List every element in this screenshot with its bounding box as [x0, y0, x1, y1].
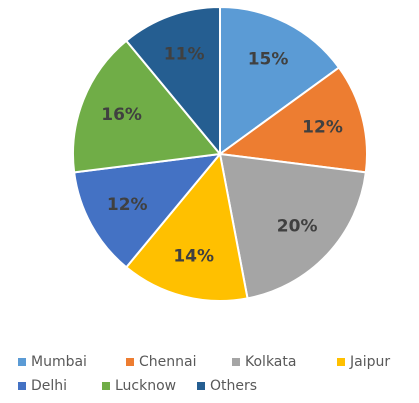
legend-swatch [232, 358, 240, 366]
pie-slice [217, 66, 368, 174]
legend-swatch [337, 358, 345, 366]
legend-swatch [126, 358, 134, 366]
legend-swatch [197, 382, 205, 390]
legend-label: Lucknow [115, 378, 176, 394]
legend-label: Mumbai [31, 354, 87, 370]
pie-slice [219, 5, 341, 156]
legend-swatch [102, 382, 110, 390]
data-label: 11% [164, 44, 205, 64]
legend-label: Others [210, 378, 257, 394]
legend-label: Chennai [139, 354, 196, 370]
pie-slice [72, 39, 222, 174]
pie-slice [73, 152, 223, 269]
pie-slice [124, 5, 221, 157]
data-label: 16% [101, 105, 142, 125]
data-label: 12% [302, 118, 343, 138]
legend-label: Delhi [31, 378, 67, 394]
legend-swatch [18, 358, 26, 366]
pie-slice [124, 151, 249, 302]
data-label: 20% [277, 216, 318, 236]
legend-label: Kolkata [245, 354, 296, 370]
data-label: 14% [173, 247, 214, 267]
legend-label: Jaipur [349, 354, 390, 370]
data-label: 15% [248, 50, 289, 70]
data-label: 12% [107, 195, 148, 215]
legend-swatch [18, 382, 26, 390]
pie-slice [218, 152, 367, 300]
